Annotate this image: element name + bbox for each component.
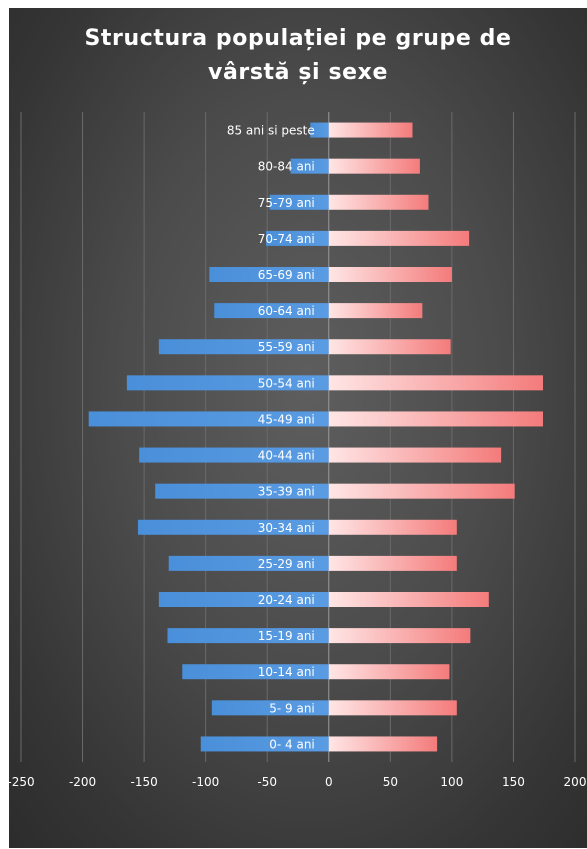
- bar-male: [168, 555, 329, 571]
- x-tick-label: 0: [325, 775, 333, 789]
- bar-male: [265, 230, 329, 246]
- bar-female: [328, 303, 423, 319]
- category-label: 70-74 ani: [258, 232, 315, 246]
- x-tick-label: 150: [502, 775, 525, 789]
- x-tick-label: -150: [130, 775, 157, 789]
- bar-female: [328, 122, 413, 138]
- bar-female: [328, 194, 429, 210]
- chart-title: Structura populației pe grupe de vârstă …: [9, 22, 587, 90]
- bar-female: [328, 339, 451, 355]
- category-label: 60-64 ani: [258, 304, 315, 318]
- chart-title-line-1: Structura populației pe grupe de: [84, 26, 512, 51]
- bar-male: [200, 736, 329, 752]
- category-label: 35-39 ani: [258, 485, 315, 499]
- category-label: 0- 4 ani: [269, 737, 315, 751]
- x-tick-label: -200: [69, 775, 96, 789]
- category-label: 65-69 ani: [258, 268, 315, 282]
- x-tick-label: -250: [9, 775, 35, 789]
- bar-male: [269, 194, 329, 210]
- bar-female: [328, 592, 489, 607]
- x-tick-label: 50: [383, 775, 398, 789]
- bar-male: [158, 339, 329, 355]
- category-labels: 0- 4 ani 5- 9 ani 10-14 ani 15-19 ani 20-24 …: [227, 124, 315, 752]
- pyramid-plot: 0- 4 ani 5- 9 ani 10-14 ani 15-19 ani 20-24 …: [9, 112, 586, 789]
- category-label: 20-24 ani: [258, 593, 315, 607]
- category-label: 5- 9 ani: [269, 701, 315, 715]
- category-label: 55-59 ani: [258, 340, 315, 354]
- gridlines: [20, 112, 576, 762]
- bar-male: [209, 267, 329, 282]
- bar-male: [137, 519, 329, 535]
- x-tick-label: -50: [257, 775, 277, 789]
- category-label: 50-54 ani: [258, 376, 315, 390]
- category-label: 15-19 ani: [258, 629, 315, 643]
- category-label: 40-44 ani: [258, 449, 315, 463]
- bar-male: [211, 700, 329, 716]
- bar-male: [155, 483, 329, 499]
- category-label: 25-29 ani: [258, 557, 315, 571]
- category-label: 10-14 ani: [258, 665, 315, 679]
- bar-female: [328, 736, 438, 752]
- bar-female: [328, 447, 502, 463]
- bar-male: [167, 628, 329, 644]
- bar-female: [328, 158, 420, 174]
- x-axis-tick-labels: -250 -200 -150 -100 -50 0 50 100 150 200: [9, 775, 586, 789]
- category-label: 85 ani si peste: [227, 124, 315, 138]
- bar-female: [328, 483, 515, 499]
- bar-female: [328, 411, 543, 427]
- category-label: 45-49 ani: [258, 412, 315, 426]
- bars: [88, 122, 543, 752]
- chart-title-line-2: vârstă și sexe: [208, 60, 388, 85]
- bar-female: [328, 664, 450, 680]
- bar-female: [328, 230, 470, 246]
- bar-male: [214, 303, 329, 319]
- bar-female: [328, 267, 452, 282]
- bar-female: [328, 375, 543, 391]
- bar-female: [328, 628, 471, 644]
- bar-female: [328, 519, 457, 535]
- category-label: 75-79 ani: [258, 196, 315, 210]
- bar-male: [88, 411, 329, 427]
- bar-male: [126, 375, 329, 391]
- bar-male: [182, 664, 329, 680]
- bar-female: [328, 555, 457, 571]
- category-label: 30-34 ani: [258, 521, 315, 535]
- category-label: 80-84 ani: [258, 160, 315, 174]
- bar-male: [139, 447, 329, 463]
- bar-male: [158, 592, 329, 607]
- chart-area: Structura populației pe grupe de vârstă …: [9, 8, 587, 848]
- bar-male: [290, 158, 329, 174]
- x-tick-label: 100: [440, 775, 463, 789]
- x-tick-label: 200: [564, 775, 587, 789]
- bar-female: [328, 700, 457, 716]
- bar-male: [310, 122, 329, 138]
- x-tick-label: -100: [192, 775, 219, 789]
